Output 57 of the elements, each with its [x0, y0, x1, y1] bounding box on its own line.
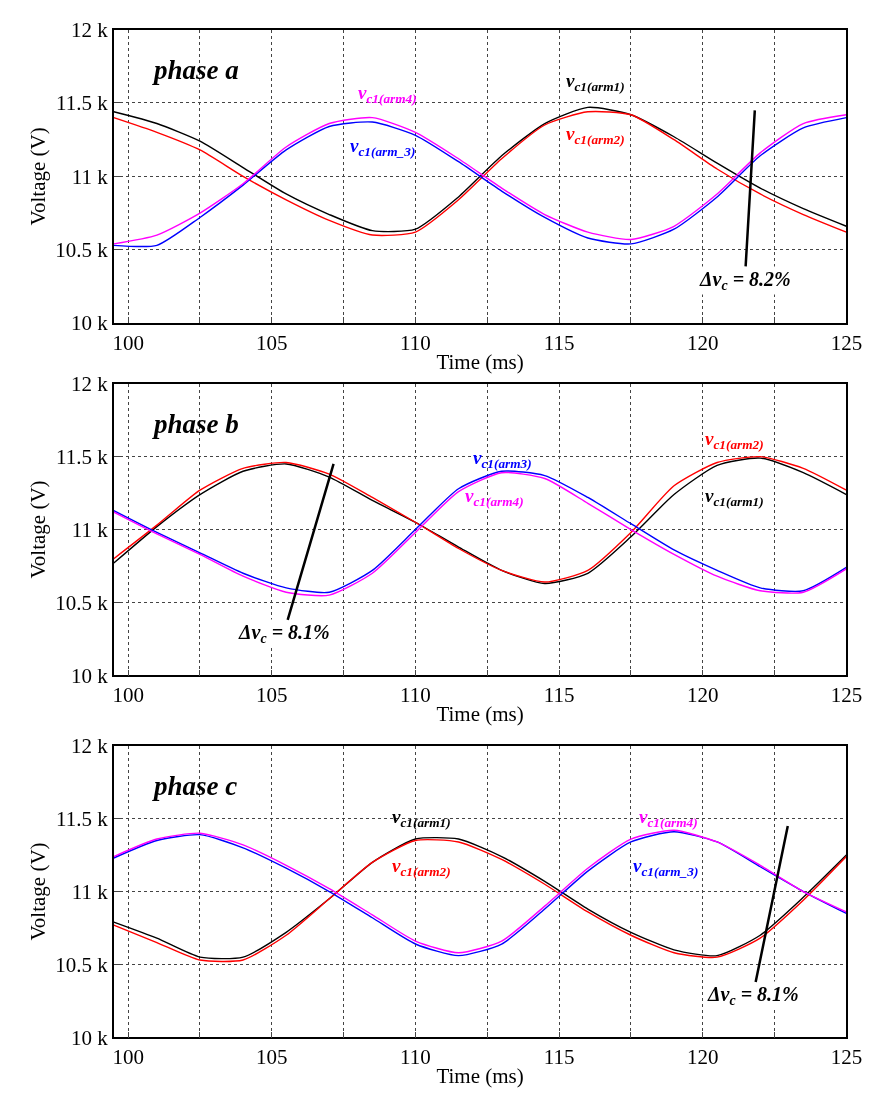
series-label: v$_{c1(arm2)}$ — [392, 855, 451, 879]
x-tick-label: 115 — [543, 331, 575, 356]
y-tick-label: 10.5 k — [55, 590, 109, 615]
text: phase b — [152, 409, 239, 439]
y-tick-label: 10 k — [71, 1025, 109, 1050]
series-label: v$_{c1(arm4)}$ — [465, 485, 524, 509]
annotation: Δv$_{c}$ = 8.1% — [238, 621, 330, 647]
x-tick-label: 125 — [830, 683, 863, 708]
y-tick-label: 12 k — [71, 372, 109, 397]
x-tick-label: 125 — [830, 1045, 863, 1070]
y-tick-label: 11 k — [71, 164, 109, 189]
series-label: v$_{c1(arm_3)}$ — [350, 135, 416, 159]
y-tick-label: 10.5 k — [55, 952, 109, 977]
x-tick-label: 120 — [686, 331, 719, 356]
x-tick-label: 105 — [256, 683, 288, 708]
series-label: v$_{c1(arm2)}$ — [705, 428, 764, 452]
y-tick-label: 12 k — [71, 17, 109, 42]
series-label: v$_{c1(arm_3)}$ — [633, 855, 699, 879]
text: phase c — [152, 771, 238, 801]
y-tick-label: 10 k — [71, 311, 109, 336]
series-label: v$_{c1(arm1)}$ — [566, 70, 625, 94]
annotation: Δv$_{c}$ = 8.1% — [707, 983, 799, 1009]
y-tick-label: 11.5 k — [56, 445, 109, 470]
x-tick-label: 105 — [256, 331, 288, 356]
x-axis-title: Time (ms) — [436, 1063, 524, 1088]
series-label: v$_{c1(arm4)}$ — [358, 82, 417, 106]
y-axis-title: Voltage (V) — [25, 842, 50, 941]
x-axis-title: Time (ms) — [436, 701, 524, 726]
x-tick-label: 110 — [400, 331, 431, 356]
y-tick-label: 11.5 k — [56, 806, 109, 831]
y-tick-label: 11.5 k — [56, 91, 109, 116]
x-tick-label: 115 — [543, 683, 575, 708]
y-axis-title: Voltage (V) — [25, 480, 50, 579]
y-tick-label: 10 k — [71, 663, 109, 688]
x-tick-label: 120 — [686, 1045, 719, 1070]
series-label: v$_{c1(arm4)}$ — [639, 806, 698, 830]
y-tick-label: 11 k — [71, 879, 109, 904]
annotation: Δv$_{c}$ = 8.2% — [699, 268, 791, 294]
y-tick-label: 10.5 k — [55, 238, 109, 263]
x-tick-label: 120 — [686, 683, 719, 708]
x-tick-label: 110 — [400, 1045, 431, 1070]
x-tick-label: 100 — [112, 683, 144, 708]
series-label: v$_{c1(arm3)}$ — [473, 447, 532, 471]
y-tick-label: 11 k — [71, 517, 109, 542]
y-axis-title: Voltage (V) — [25, 127, 50, 226]
series-label: v$_{c1(arm2)}$ — [566, 123, 625, 147]
x-tick-label: 100 — [112, 331, 144, 356]
series-label: v$_{c1(arm1)}$ — [705, 485, 764, 509]
x-tick-label: 105 — [256, 1045, 288, 1070]
x-axis-title: Time (ms) — [436, 349, 524, 374]
x-tick-label: 100 — [112, 1045, 144, 1070]
text: phase a — [152, 55, 239, 85]
x-tick-label: 125 — [830, 331, 863, 356]
y-tick-label: 12 k — [71, 734, 109, 759]
x-tick-label: 115 — [543, 1045, 575, 1070]
x-tick-label: 110 — [400, 683, 431, 708]
series-label: v$_{c1(arm1)}$ — [392, 806, 451, 830]
